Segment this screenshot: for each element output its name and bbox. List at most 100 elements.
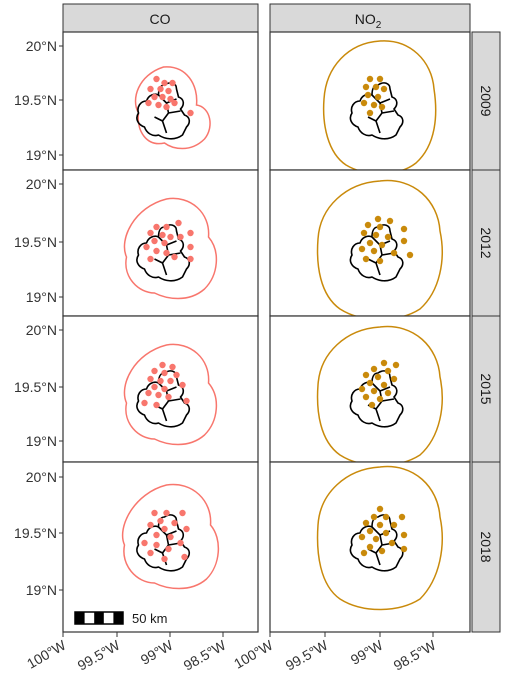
monitoring-station-point	[362, 371, 370, 379]
x-axis-label: 99.5°W	[75, 636, 124, 673]
monitoring-station-point	[161, 79, 168, 87]
monitoring-station-point	[364, 91, 372, 99]
y-axis-label: 19°N	[26, 147, 57, 163]
monitoring-station-point	[163, 509, 170, 517]
monitoring-station-point	[161, 369, 168, 377]
monitoring-station-point	[360, 229, 368, 237]
map-panel-no2-2012	[269, 169, 471, 321]
buffer-outline	[121, 483, 220, 590]
monitoring-station-point	[153, 223, 160, 231]
monitoring-station-point	[175, 219, 182, 227]
monitoring-station-point	[390, 521, 398, 529]
monitoring-station-point	[159, 231, 166, 239]
monitoring-station-point	[376, 395, 384, 403]
monitoring-station-point	[157, 517, 164, 525]
monitoring-station-point	[362, 255, 370, 263]
y-axis-labels: 20°N 19.5°N 19°N 20°N 19.5°N 19°N 20°N 19.5°N 19…	[14, 38, 63, 598]
monitoring-station-point	[161, 555, 168, 563]
monitoring-station-point	[376, 223, 384, 231]
y-axis-label: 19°N	[26, 582, 57, 598]
column-label-no2-sub: 2	[376, 20, 382, 31]
monitoring-station-point	[145, 389, 152, 397]
city-boundary	[136, 370, 191, 428]
x-axis-label: 98.5°W	[391, 636, 440, 673]
monitoring-station-point	[153, 531, 160, 539]
monitoring-station-point	[161, 239, 168, 247]
monitoring-station-point	[147, 521, 154, 529]
monitoring-station-point	[155, 101, 162, 109]
monitoring-station-point	[171, 253, 178, 261]
monitoring-station-point	[360, 99, 368, 107]
monitoring-station-point	[157, 85, 164, 93]
monitoring-station-point	[370, 387, 378, 395]
monitoring-station-point	[376, 75, 384, 83]
row-label-2012: 2012	[478, 227, 494, 258]
monitoring-station-point	[362, 393, 370, 401]
city-boundary	[136, 514, 191, 572]
monitoring-station-point	[165, 87, 172, 95]
monitoring-station-point	[187, 243, 194, 251]
monitoring-station-point	[384, 389, 392, 397]
monitoring-station-point	[378, 547, 386, 555]
monitoring-station-point	[141, 399, 148, 407]
monitoring-station-point	[398, 513, 406, 521]
monitoring-station-point	[368, 401, 376, 409]
monitoring-station-point	[380, 85, 388, 93]
monitoring-station-point	[370, 101, 378, 109]
monitoring-station-point	[165, 545, 172, 553]
x-axis-label: 100°W	[231, 636, 276, 671]
panel-frame	[269, 315, 471, 463]
monitoring-station-point	[372, 83, 380, 91]
map-panel-co-2009	[62, 31, 259, 171]
x-axis-label: 98.5°W	[181, 636, 230, 673]
monitoring-station-point	[161, 385, 168, 393]
y-axis-label: 20°N	[26, 38, 57, 54]
buffer-outline	[316, 465, 443, 611]
monitoring-station-point	[163, 249, 170, 257]
map-panel-no2-2018	[269, 461, 471, 633]
x-axis-label: 99°W	[138, 636, 176, 667]
monitoring-station-point	[366, 75, 374, 83]
y-axis-label: 20°N	[26, 469, 57, 485]
monitoring-station-point	[179, 509, 186, 517]
row-strip-2009: 2009	[471, 31, 501, 171]
city-boundary	[349, 224, 404, 282]
panel-frame	[269, 31, 471, 171]
monitoring-station-point	[360, 549, 368, 557]
monitoring-station-point	[147, 549, 154, 557]
monitoring-station-point	[400, 237, 408, 245]
map-panel-co-2015	[62, 315, 259, 463]
y-axis-label: 19.5°N	[14, 92, 57, 108]
monitoring-station-point	[374, 373, 382, 381]
monitoring-station-point	[376, 505, 384, 513]
monitoring-station-point	[147, 229, 154, 237]
monitoring-station-point	[378, 241, 386, 249]
panel-frame	[62, 315, 259, 463]
monitoring-station-point	[390, 375, 398, 383]
row-strip-2015: 2015	[471, 315, 501, 463]
monitoring-station-point	[141, 539, 148, 547]
monitoring-station-point	[382, 529, 390, 537]
monitoring-station-point	[165, 393, 172, 401]
y-axis-label: 19.5°N	[14, 234, 57, 250]
monitoring-station-point	[374, 215, 382, 223]
monitoring-station-point	[181, 553, 188, 561]
monitoring-station-point	[187, 109, 194, 117]
column-label-no2: NO2	[355, 11, 382, 31]
monitoring-station-point	[366, 543, 374, 551]
monitoring-station-point	[362, 519, 370, 527]
monitoring-station-point	[173, 371, 180, 379]
monitoring-station-point	[366, 109, 374, 117]
scale-bar: 50 km	[74, 611, 167, 626]
monitoring-station-point	[167, 533, 174, 541]
y-axis-label: 19°N	[26, 433, 57, 449]
monitoring-station-point	[167, 95, 174, 103]
column-strip-co: CO	[62, 3, 259, 33]
monitoring-station-point	[151, 237, 158, 245]
monitoring-station-point	[378, 103, 386, 111]
monitoring-station-point	[358, 245, 366, 253]
column-strip-no2: NO2	[269, 3, 471, 33]
monitoring-station-point	[159, 93, 166, 101]
monitoring-station-point	[167, 233, 174, 241]
